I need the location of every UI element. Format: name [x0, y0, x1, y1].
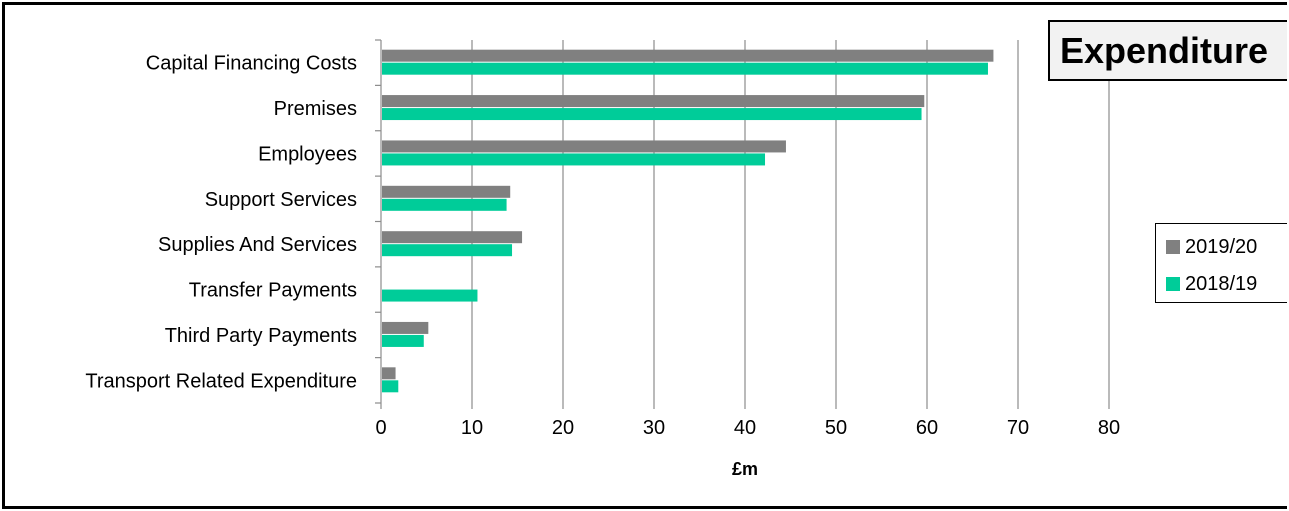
chart-title: Expenditure	[1048, 20, 1287, 81]
bar-2019-20	[382, 49, 994, 62]
category-label: Premises	[274, 98, 357, 120]
legend-item-2018-19: 2018/19	[1166, 269, 1257, 299]
legend-label-2019-20: 2019/20	[1185, 235, 1258, 258]
legend-label-2018-19: 2018/19	[1185, 272, 1258, 295]
bar-2019-20	[382, 95, 925, 108]
category-label: Transfer Payments	[189, 280, 357, 302]
legend-swatch-2018-19	[1166, 277, 1180, 291]
category-label: Transport Related Expenditure	[85, 370, 357, 392]
legend-item-2019-20: 2019/20	[1166, 232, 1257, 262]
bar-2019-20	[382, 140, 786, 153]
x-tick-label: 50	[825, 417, 847, 439]
x-tick-label: 20	[552, 417, 574, 439]
bar-2018-19	[382, 380, 399, 393]
category-label: Supplies And Services	[158, 234, 357, 256]
category-label: Support Services	[205, 189, 357, 211]
x-tick-label: 0	[375, 417, 386, 439]
category-label: Employees	[258, 143, 357, 165]
category-label: Capital Financing Costs	[146, 53, 357, 75]
x-tick-label: 70	[1007, 417, 1029, 439]
bar-2018-19	[382, 198, 507, 211]
bar-2018-19	[382, 244, 513, 257]
bar-2018-19	[382, 334, 424, 347]
category-label: Third Party Payments	[165, 325, 357, 347]
x-axis-title: £m	[732, 459, 758, 479]
bar-2018-19	[382, 108, 922, 121]
legend-swatch-2019-20	[1166, 240, 1180, 254]
bar-2019-20	[382, 367, 396, 380]
x-tick-label: 80	[1098, 417, 1120, 439]
bar-2019-20	[382, 185, 511, 198]
x-tick-label: 10	[461, 417, 483, 439]
bar-2019-20	[382, 321, 429, 334]
x-tick-label: 30	[643, 417, 665, 439]
bar-2018-19	[382, 289, 478, 302]
bar-chart: Capital Financing Costs Premises Employees…	[85, 39, 1120, 479]
bar-2018-19	[382, 62, 988, 75]
legend: 2019/20 2018/19	[1155, 223, 1287, 303]
x-tick-label: 60	[916, 417, 938, 439]
bar-2019-20	[382, 231, 523, 244]
bar-2018-19	[382, 153, 766, 166]
x-tick-label: 40	[734, 417, 756, 439]
